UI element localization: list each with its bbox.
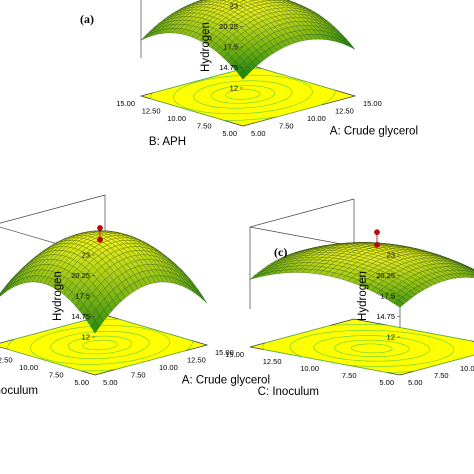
x-tick-label: 12.50 (187, 356, 206, 365)
design-point (374, 242, 380, 248)
z-axis-title: Hydrogen (52, 271, 64, 321)
x-tick-label: 5.00 (251, 129, 266, 138)
z-tick-label: 20.25 (71, 271, 90, 280)
floor-contour-line (351, 343, 393, 354)
y-tick-label: 7.50 (342, 371, 357, 380)
surface-cell (393, 300, 405, 308)
z-axis-title: Hydrogen (200, 22, 212, 72)
y-tick-label: 7.50 (49, 371, 64, 380)
floor-contour-line (210, 85, 276, 104)
y-axis-title: C: Inoculum (258, 386, 319, 398)
y-tick-label: 12.50 (142, 107, 161, 116)
y-tick-label: 5.00 (222, 129, 237, 138)
surface-cell (241, 0, 247, 1)
panel-label: (c) (274, 245, 287, 259)
floor-contour-line (173, 74, 313, 115)
z-tick-label: 12 (387, 333, 395, 342)
y-tick-label: 5.00 (74, 378, 89, 387)
z-tick-label: 17.5 (380, 292, 395, 301)
z-tick-label: 17.5 (223, 43, 238, 52)
x-tick-label: 12.50 (335, 107, 354, 116)
wall-edge (249, 198, 355, 228)
panel-label: (a) (80, 12, 94, 26)
design-point (97, 237, 103, 243)
floor-contour-line (30, 325, 170, 365)
z-axis-title: Hydrogen (357, 271, 369, 321)
x-tick-label: 5.00 (103, 378, 118, 387)
z-tick-label: 23 (82, 251, 90, 260)
y-tick-label: 15.00 (225, 350, 244, 359)
floor-contour-line (225, 89, 261, 100)
y-tick-label: 12.50 (0, 356, 13, 365)
floor-contour-line (149, 68, 336, 121)
floor-contour-line (334, 339, 410, 357)
surface-cell (198, 292, 208, 304)
floor-contour-line (262, 324, 474, 373)
x-axis-title: A: Crude glycerol (182, 375, 270, 387)
z-tick-label: 14.75 (376, 312, 395, 321)
z-tick-label: 17.5 (75, 292, 90, 301)
y-tick-label: 5.00 (379, 378, 394, 387)
x-tick-label: 7.50 (279, 122, 294, 131)
design-point (374, 229, 380, 236)
floor-contour-line (67, 335, 133, 355)
z-tick-label: 14.75 (219, 63, 238, 72)
x-tick-label: 10.00 (460, 364, 474, 373)
z-tick-label: 20.25 (219, 22, 238, 31)
x-tick-label: 10.00 (159, 363, 178, 372)
z-tick-label: 23 (387, 251, 395, 260)
x-tick-label: 15.00 (363, 99, 382, 108)
z-tick-label: 23 (230, 2, 238, 11)
z-tick-label: 12 (82, 333, 90, 342)
x-tick-label: 15.00 (215, 348, 234, 357)
y-tick-label: 12.50 (263, 357, 282, 366)
surface-cell (238, 69, 248, 80)
chart-panel-c: 12 14.75 17.5 20.25 23 5.00 7.50 10.00 12.50 15.0… (225, 198, 474, 398)
floor-contour-line (50, 330, 150, 360)
response-surface (140, 0, 356, 80)
response-surface (0, 230, 208, 334)
design-point (97, 225, 103, 231)
y-axis-title: C: Inoculum (0, 385, 38, 397)
x-tick-label: 7.50 (131, 371, 146, 380)
chart-panel-b: 12 14.75 17.5 20.25 23 5.00 7.50 10.00 12.50 15.0… (0, 194, 270, 397)
floor-contour-line (82, 339, 118, 351)
x-tick-label: 10.00 (307, 114, 326, 123)
y-tick-label: 15.00 (116, 99, 135, 108)
z-tick-label: 20.25 (376, 271, 395, 280)
floor-contour-line (193, 80, 293, 109)
contour-floor (249, 318, 474, 376)
wall-edge (0, 194, 106, 224)
y-tick-label: 10.00 (300, 364, 319, 373)
z-tick-label: 12 (230, 84, 238, 93)
z-tick-label: 14.75 (71, 312, 90, 321)
x-tick-label: 7.50 (434, 371, 449, 380)
response-surface (249, 242, 474, 308)
x-tick-label: 5.00 (408, 378, 423, 387)
y-tick-label: 7.50 (197, 122, 212, 131)
y-tick-label: 10.00 (19, 363, 38, 372)
surface-cell (90, 320, 100, 334)
y-tick-label: 10.00 (167, 114, 186, 123)
floor-contour-line (6, 318, 194, 372)
x-axis-title: A: Crude glycerol (330, 126, 418, 138)
floor-contour-line (313, 335, 431, 362)
y-axis-title: B: APH (149, 136, 186, 148)
chart-panel-a: 12 14.75 17.5 20.25 23 5.00 7.50 10.00 12.50 15.0… (80, 0, 418, 148)
